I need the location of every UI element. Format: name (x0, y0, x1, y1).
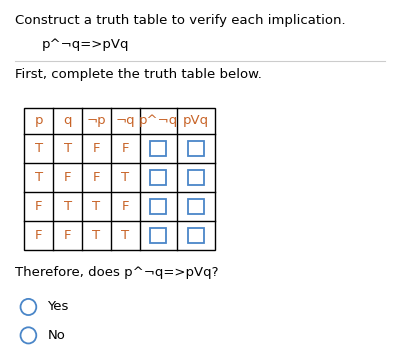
Bar (188, 170, 203, 185)
Text: T: T (92, 200, 100, 213)
Text: T: T (63, 200, 72, 213)
Text: F: F (64, 171, 71, 184)
Text: No: No (48, 329, 65, 342)
Bar (151, 228, 166, 243)
Text: Therefore, does p^¬q=>pVq?: Therefore, does p^¬q=>pVq? (15, 266, 218, 279)
Text: T: T (121, 229, 129, 242)
Text: p^¬q: p^¬q (139, 115, 178, 127)
Text: pVq: pVq (183, 115, 209, 127)
Bar (151, 170, 166, 185)
Text: Yes: Yes (48, 300, 69, 314)
Text: p^¬q=>pVq: p^¬q=>pVq (42, 38, 130, 51)
Text: F: F (121, 142, 129, 155)
Text: T: T (35, 171, 43, 184)
Bar (151, 141, 166, 156)
Text: F: F (35, 229, 43, 242)
Text: F: F (93, 142, 100, 155)
Text: T: T (35, 142, 43, 155)
Text: ¬p: ¬p (87, 115, 106, 127)
Text: T: T (121, 171, 129, 184)
Text: First, complete the truth table below.: First, complete the truth table below. (15, 68, 261, 81)
Bar (151, 199, 166, 214)
Text: T: T (63, 142, 72, 155)
Bar (188, 228, 203, 243)
Text: F: F (35, 200, 43, 213)
Text: ¬q: ¬q (116, 115, 135, 127)
Text: F: F (121, 200, 129, 213)
Bar (188, 141, 203, 156)
Bar (188, 199, 203, 214)
Text: Construct a truth table to verify each implication.: Construct a truth table to verify each i… (15, 14, 345, 28)
Bar (25, 108, 214, 250)
Text: p: p (35, 115, 43, 127)
Text: F: F (93, 171, 100, 184)
Text: q: q (63, 115, 72, 127)
Text: F: F (64, 229, 71, 242)
Text: T: T (92, 229, 100, 242)
